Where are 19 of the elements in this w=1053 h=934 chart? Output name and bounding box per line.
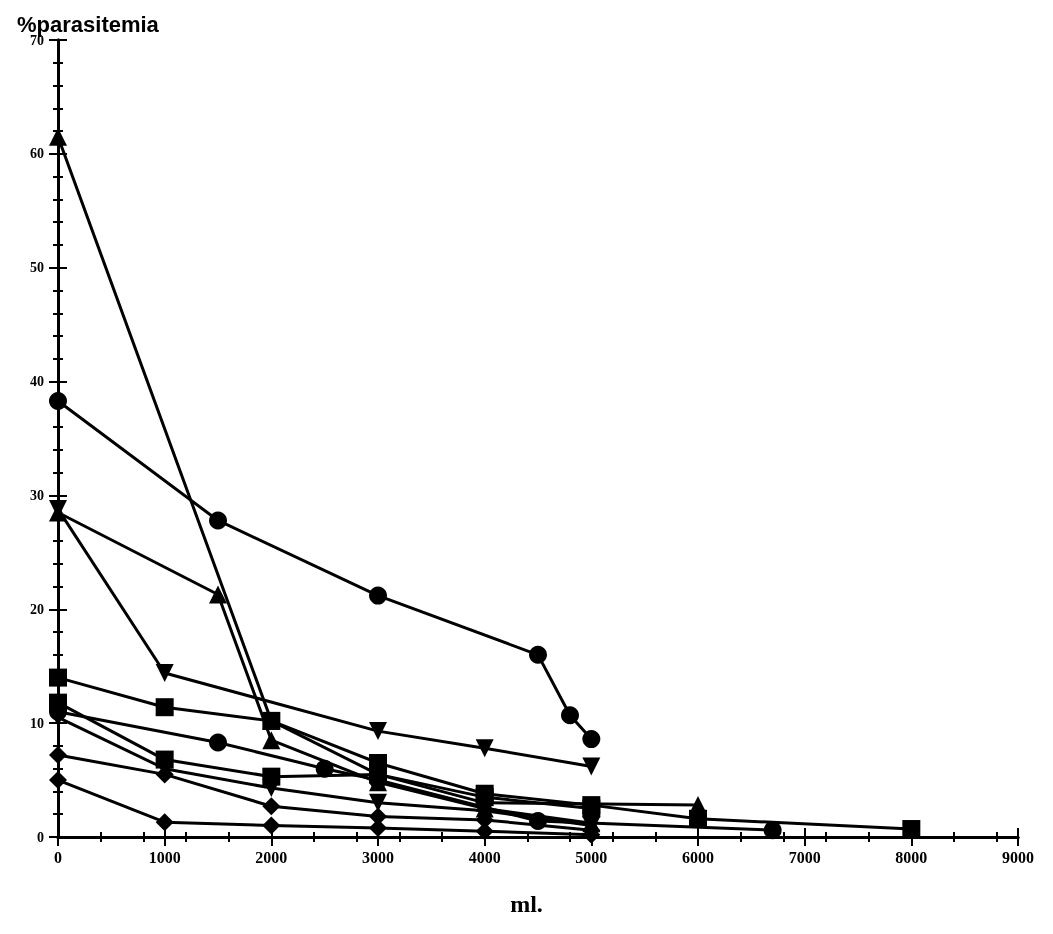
x-axis-title: ml.: [510, 891, 543, 917]
y-tick-label: 10: [30, 715, 44, 731]
y-axis-title: %parasitemia: [17, 11, 160, 37]
y-tick-label: 50: [30, 260, 44, 276]
x-tick-label: 8000: [895, 848, 928, 866]
x-tick-label: 1000: [148, 848, 181, 866]
x-tick-label: 0: [54, 848, 62, 866]
x-tick-label: 9000: [1002, 848, 1034, 866]
y-tick-label: 60: [30, 146, 44, 162]
x-tick-label: 2000: [255, 848, 288, 866]
x-tick-label: 5000: [575, 848, 608, 866]
x-tick-label: 3000: [362, 848, 394, 866]
x-tick-label: 7000: [788, 848, 821, 866]
y-tick-label: 20: [30, 601, 44, 617]
y-tick-label: 0: [37, 829, 44, 845]
y-tick-label: 40: [30, 374, 44, 390]
x-tick-label: 4000: [468, 848, 501, 866]
x-tick-label: 6000: [682, 848, 714, 866]
y-tick-label: 30: [30, 487, 44, 503]
